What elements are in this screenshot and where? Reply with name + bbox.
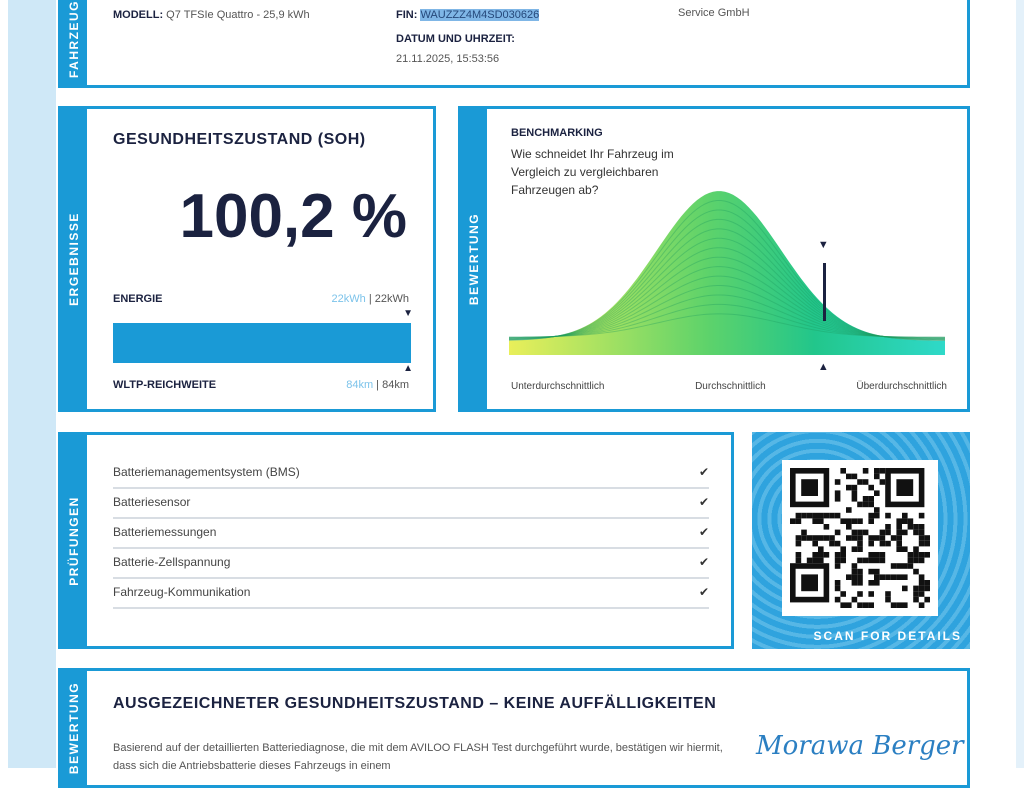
benchmark-title: BENCHMARKING — [511, 127, 603, 139]
range-values: 84km | 84km — [346, 379, 409, 391]
marker-up-icon: ▲ — [403, 363, 413, 374]
curve-line — [509, 256, 946, 340]
curve-line — [509, 266, 946, 340]
check-item: Batteriemanagementsystem (BMS) ✔ — [113, 459, 709, 489]
vehicle-card: FAHRZEUG MODELL: Q7 TFSIe Quattro - 25,9… — [58, 0, 970, 88]
qr-code[interactable] — [782, 460, 938, 616]
vehicle-tab: FAHRZEUG — [61, 0, 87, 85]
energy-label: ENERGIE — [113, 293, 163, 305]
rating-marker-up-icon: ▲ — [817, 361, 829, 373]
qr-finder — [801, 574, 818, 592]
company-name: Service GmbH — [678, 7, 750, 19]
benchmark-question: Wie schneidet Ihr Fahrzeug im Vergleich … — [511, 147, 674, 197]
qr-caption: SCAN FOR DETAILS — [813, 629, 962, 643]
benchmark-curve — [509, 191, 946, 355]
check-item: Fahrzeug-Kommunikation ✔ — [113, 579, 709, 609]
check-item: Batterie-Zellspannung ✔ — [113, 549, 709, 579]
check-item: Batteriemessungen ✔ — [113, 519, 709, 549]
soh-title: GESUNDHEITSZUSTAND (SOH) — [113, 131, 366, 148]
results-tab: ERGEBNISSE — [61, 109, 87, 409]
benchmark-axis: Unterdurchschnittlich Durchschnittlich Übe… — [511, 381, 947, 392]
verdict-text: Basierend auf der detaillierten Batterie… — [113, 742, 723, 772]
results-card: ERGEBNISSE GESUNDHEITSZUSTAND (SOH) 100,… — [58, 106, 436, 412]
rating-marker-down-icon: ▼ — [817, 239, 829, 251]
check-item: Batteriesensor ✔ — [113, 489, 709, 519]
model-field: MODELL: Q7 TFSIe Quattro - 25,9 kWh — [113, 9, 310, 21]
checkmark-icon: ✔ — [698, 495, 709, 509]
curve-area — [509, 191, 945, 355]
checkmark-icon: ✔ — [698, 465, 709, 479]
energy-values: 22kWh | 22kWh — [331, 293, 409, 305]
rating-marker-line — [822, 263, 826, 321]
qr-finder — [896, 479, 914, 496]
signature: Morawa Berger — [756, 731, 964, 761]
curve-line — [509, 209, 946, 341]
curve-line — [509, 200, 946, 342]
curve-line — [509, 247, 946, 340]
energy-bar-fill — [113, 323, 411, 363]
verdict-tab: BEWERTUNG — [61, 671, 87, 785]
background-strip — [8, 0, 56, 768]
curve-line — [509, 313, 946, 338]
checks-card: PRÜFUNGEN Batteriemanagementsystem (BMS)… — [58, 432, 734, 649]
rating-tab: BEWERTUNG — [461, 109, 487, 409]
energy-bar — [113, 323, 411, 363]
date-label: DATUM UND UHRZEIT: — [396, 33, 515, 45]
qr-card[interactable]: SCAN FOR DETAILS — [752, 432, 970, 649]
checkmark-icon: ✔ — [698, 585, 709, 599]
verdict-card: BEWERTUNG AUSGEZEICHNETER GESUNDHEITSZUS… — [58, 668, 970, 788]
checks-tab: PRÜFUNGEN — [61, 435, 87, 646]
curve-line — [509, 275, 946, 339]
checkmark-icon: ✔ — [698, 525, 709, 539]
range-label: WLTP-REICHWEITE — [113, 379, 217, 391]
qr-finder — [801, 479, 818, 496]
curve-line — [509, 303, 946, 338]
date-value: 21.11.2025, 15:53:56 — [396, 53, 500, 65]
curve-line — [509, 228, 946, 341]
fin-field: FIN: WAUZZZ4M4SD030626 — [396, 9, 540, 21]
verdict-title: AUSGEZEICHNETER GESUNDHEITSZUSTAND – KEI… — [113, 695, 717, 712]
soh-value: 100,2 % — [179, 182, 407, 251]
curve-line — [509, 285, 946, 339]
checkmark-icon: ✔ — [698, 555, 709, 569]
rating-card: BEWERTUNG BENCHMARKING Wie schneidet Ihr… — [458, 106, 970, 412]
marker-down-icon: ▼ — [403, 308, 413, 319]
curve-line — [509, 237, 946, 340]
fin-value[interactable]: WAUZZZ4M4SD030626 — [420, 9, 540, 21]
curve-line — [509, 218, 946, 341]
curve-line — [509, 294, 946, 339]
background-strip-right — [1016, 0, 1024, 768]
